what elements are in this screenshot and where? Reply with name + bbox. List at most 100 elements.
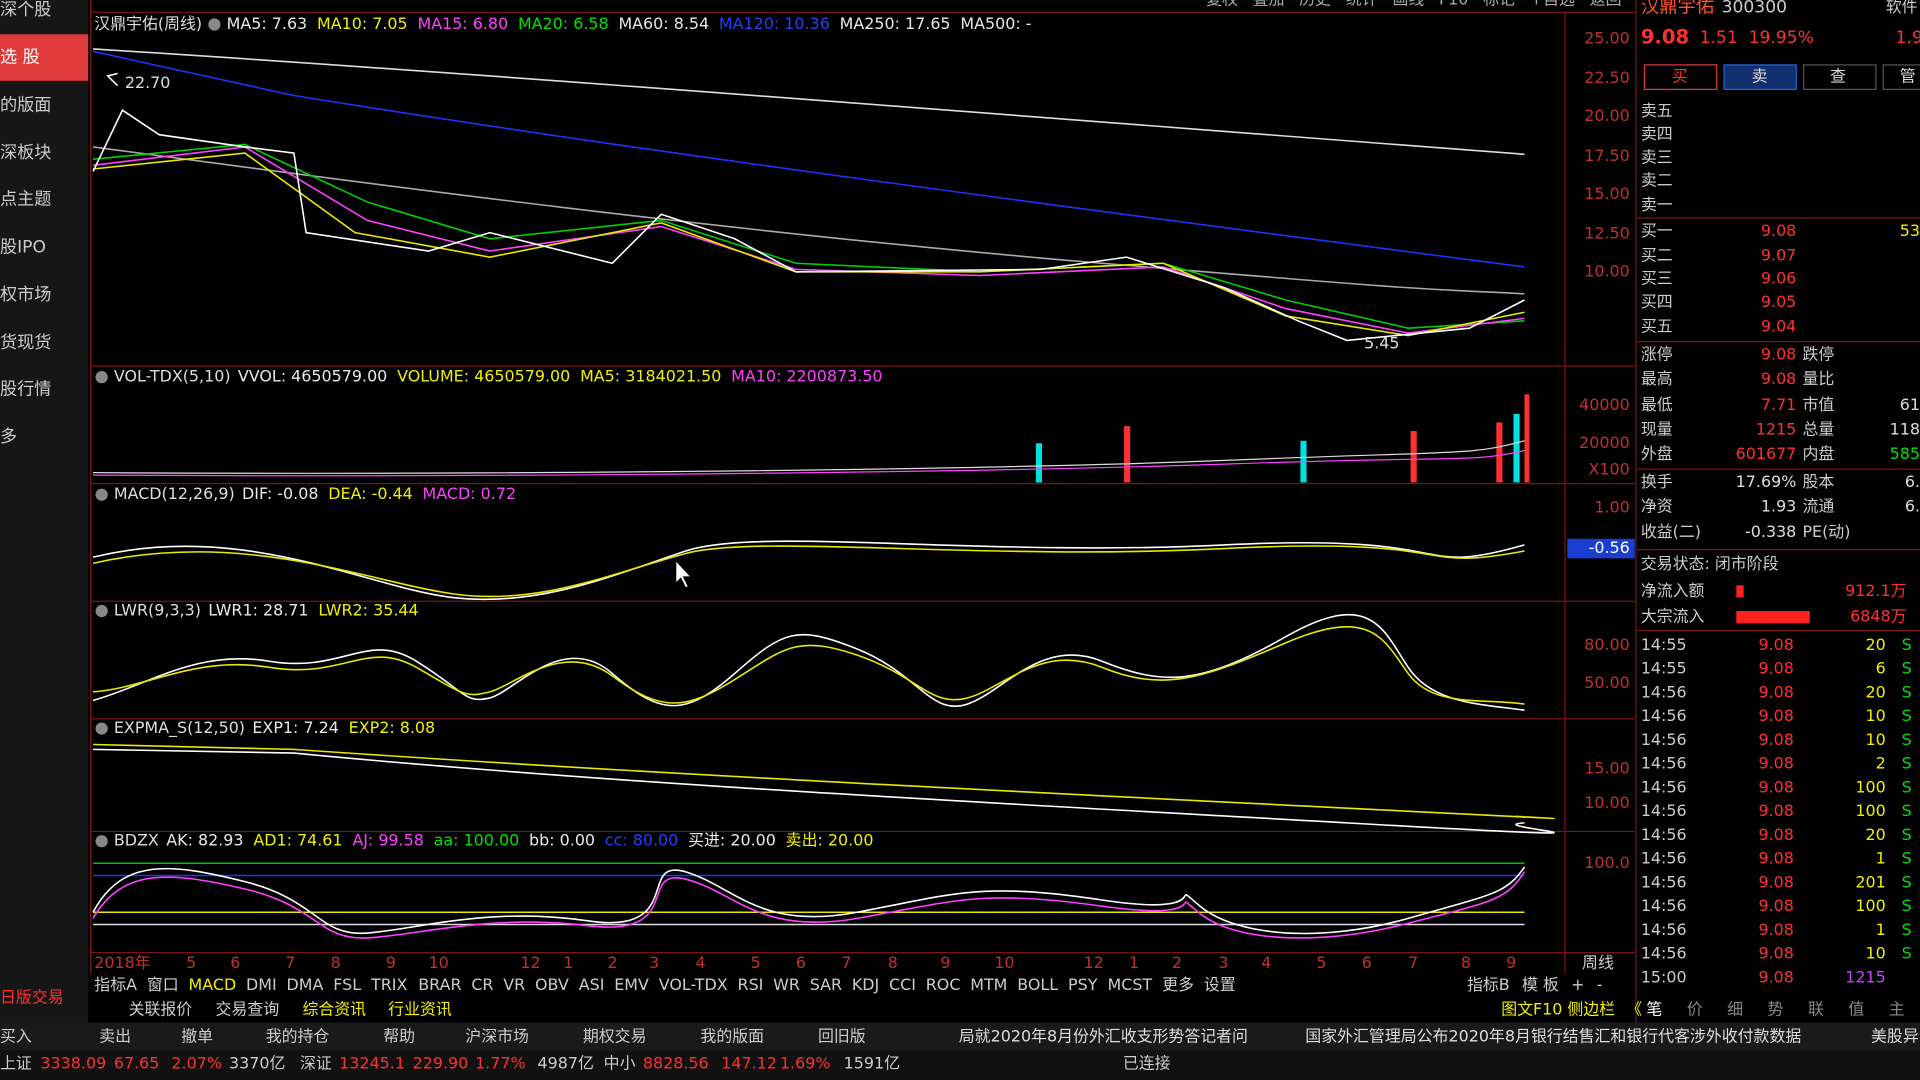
panel-frame — [90, 0, 1637, 1023]
indicator-tab[interactable]: 指标B — [1467, 975, 1510, 994]
sidebar-item[interactable]: 深个股 — [0, 0, 51, 20]
sub-tab[interactable]: 侧边栏 — [1567, 1000, 1615, 1019]
book-price: 9.06 — [1761, 269, 1796, 288]
sub-tab[interactable]: 交易查询 — [216, 1000, 280, 1019]
indicator-tab[interactable]: MCST — [1107, 975, 1152, 994]
sidebar-item[interactable]: 货现货 — [0, 333, 51, 353]
stat-label: 流通 — [1802, 496, 1834, 515]
news-item[interactable]: 美股异 — [1871, 1027, 1919, 1046]
indicator-tab[interactable]: EMV — [614, 975, 649, 994]
toggle-icon[interactable] — [95, 835, 108, 848]
indicator-tab[interactable]: VR — [503, 975, 525, 994]
indicator-tab[interactable]: ROC — [926, 975, 961, 994]
toggle-icon[interactable] — [95, 371, 108, 384]
indicator-tab[interactable]: WR — [773, 975, 800, 994]
panel-tab[interactable]: 细 — [1727, 1000, 1743, 1019]
indicator-tab[interactable]: 设置 — [1204, 975, 1236, 994]
sidebar-item[interactable]: 股IPO — [0, 237, 46, 257]
toggle-icon[interactable] — [95, 488, 108, 501]
trade-button[interactable]: 卖 — [1752, 67, 1768, 86]
indicator-tab[interactable]: MACD — [189, 975, 237, 994]
indicator-tab[interactable]: TRIX — [370, 975, 407, 994]
toolbar-button[interactable]: 卖出 — [99, 1027, 131, 1046]
indicator-tab[interactable]: BRAR — [418, 975, 461, 994]
indicator-tab[interactable]: 指标A — [94, 975, 137, 994]
toolbar-button[interactable]: 回旧版 — [818, 1027, 866, 1046]
indicator-tab[interactable]: VOL-TDX — [659, 975, 728, 994]
manage-button-frame[interactable] — [1882, 64, 1920, 90]
panel-tab[interactable]: 主 — [1889, 1000, 1905, 1019]
axis-label: 40000 — [1579, 395, 1630, 414]
panel-tab[interactable]: 联 — [1808, 1000, 1824, 1019]
toolbar-button[interactable]: +自选 — [1530, 0, 1575, 9]
sidebar-item[interactable]: 的版面 — [0, 95, 51, 115]
toolbar-button[interactable]: F10 — [1439, 0, 1468, 9]
toolbar-button[interactable]: 帮助 — [383, 1027, 415, 1046]
sidebar-item[interactable]: 股行情 — [0, 379, 51, 399]
indicator-tab[interactable]: OBV — [535, 975, 569, 994]
toolbar-button[interactable]: 叠加 — [1253, 0, 1285, 9]
toolbar-button[interactable]: 买入 — [0, 1027, 32, 1046]
news-item[interactable]: 局就2020年8月份外汇收支形势答记者问 — [959, 1027, 1248, 1046]
panel-tab[interactable]: 值 — [1848, 1000, 1864, 1019]
toolbar-button[interactable]: 画线 — [1392, 0, 1424, 9]
tick-time: 14:56 — [1641, 730, 1687, 749]
trade-button[interactable]: 管 — [1900, 67, 1916, 86]
trade-button[interactable]: 买 — [1672, 67, 1688, 86]
toolbar-button[interactable]: 统计 — [1346, 0, 1378, 9]
toolbar-button[interactable]: 沪深市场 — [465, 1027, 529, 1046]
indicator-tab[interactable]: PSY — [1068, 975, 1098, 994]
indicator-tab[interactable]: BOLL — [1017, 975, 1058, 994]
toggle-icon[interactable] — [95, 604, 108, 618]
sub-tab[interactable]: 关联报价 — [129, 1000, 193, 1019]
indicator-tab[interactable]: 窗口 — [147, 975, 179, 994]
toolbar-button[interactable]: 复权 — [1206, 0, 1238, 9]
indicator-tab[interactable]: FSL — [333, 975, 361, 994]
toolbar-button[interactable]: 标记 — [1483, 0, 1515, 9]
indicator-tab[interactable]: CCI — [889, 975, 916, 994]
sidebar-item[interactable]: 点主题 — [0, 190, 51, 210]
indicator-tab[interactable]: MTM — [970, 975, 1007, 994]
indicator-tab[interactable]: DMI — [246, 975, 277, 994]
indicator-tab[interactable]: KDJ — [852, 975, 879, 994]
sub-tab[interactable]: 综合资讯 — [302, 1000, 366, 1019]
toolbar-button[interactable]: 返回 — [1590, 0, 1622, 9]
indicator-tab[interactable]: CR — [471, 975, 493, 994]
panel-tab[interactable]: 笔 — [1646, 1000, 1662, 1019]
indicator-value: EXP2: 8.08 — [349, 718, 436, 737]
indicator-tab[interactable]: SAR — [810, 975, 842, 994]
sidebar-item[interactable]: 多 — [0, 427, 17, 447]
volume-bar — [1513, 413, 1520, 483]
indicator-tab[interactable]: 更多 — [1162, 975, 1194, 994]
sell-button-frame[interactable] — [1723, 64, 1797, 90]
buy-button-frame[interactable] — [1643, 64, 1718, 90]
toolbar-button[interactable]: 历史 — [1299, 0, 1331, 9]
toolbar-button[interactable]: 期权交易 — [583, 1027, 647, 1046]
sidebar-item[interactable]: 权市场 — [0, 285, 51, 305]
indicator-tab[interactable]: - — [1597, 975, 1603, 994]
indicator-tab[interactable]: + — [1571, 975, 1584, 994]
panel-tab[interactable]: 势 — [1768, 1000, 1784, 1019]
sidebar-footer[interactable]: 日版交易 — [0, 987, 64, 1006]
indicator-value: LWR1: 28.71 — [208, 601, 308, 620]
sub-tab[interactable]: 《 — [1626, 1000, 1642, 1019]
toggle-icon[interactable] — [208, 18, 221, 31]
toolbar-button[interactable]: 我的持仓 — [266, 1027, 330, 1046]
toolbar-button[interactable]: 撤单 — [181, 1027, 213, 1046]
trade-button[interactable]: 查 — [1830, 67, 1846, 86]
sub-tab[interactable]: 行业资讯 — [388, 1000, 452, 1019]
toolbar-button[interactable]: 我的版面 — [700, 1027, 764, 1046]
indicator-tab[interactable]: 模 板 — [1522, 975, 1559, 994]
news-item[interactable]: 国家外汇管理局公布2020年8月银行结售汇和银行代客涉外收付款数据 — [1305, 1027, 1801, 1046]
panel-tab[interactable]: 价 — [1687, 1000, 1703, 1019]
sidebar-item[interactable]: 选 股 — [0, 48, 40, 68]
sidebar-item[interactable]: 深板块 — [0, 143, 51, 163]
indicator-tab[interactable]: RSI — [738, 975, 764, 994]
indicator-tab[interactable]: ASI — [579, 975, 605, 994]
query-button-frame[interactable] — [1803, 64, 1877, 90]
sub-tab[interactable]: 图文F10 — [1501, 1000, 1562, 1019]
toggle-icon[interactable] — [95, 722, 108, 735]
tick-flag: S — [1902, 730, 1912, 749]
indicator-tab[interactable]: DMA — [286, 975, 323, 994]
